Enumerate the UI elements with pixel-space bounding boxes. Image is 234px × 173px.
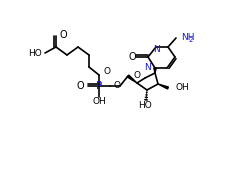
Text: O: O [76, 81, 84, 91]
Text: P: P [96, 81, 102, 91]
Polygon shape [158, 84, 168, 89]
Text: N: N [144, 63, 151, 72]
Polygon shape [154, 68, 156, 73]
Text: O: O [103, 67, 110, 76]
Text: O: O [134, 71, 141, 80]
Text: O: O [114, 81, 121, 90]
Text: HO: HO [28, 48, 42, 57]
Text: 2: 2 [189, 37, 193, 43]
Text: OH: OH [175, 84, 189, 93]
Polygon shape [127, 75, 137, 83]
Text: N: N [153, 44, 159, 53]
Text: HO: HO [138, 101, 152, 110]
Text: O: O [60, 30, 68, 40]
Text: O: O [128, 52, 136, 62]
Text: P: P [96, 81, 102, 91]
Text: OH: OH [92, 98, 106, 107]
Text: NH: NH [181, 33, 194, 42]
